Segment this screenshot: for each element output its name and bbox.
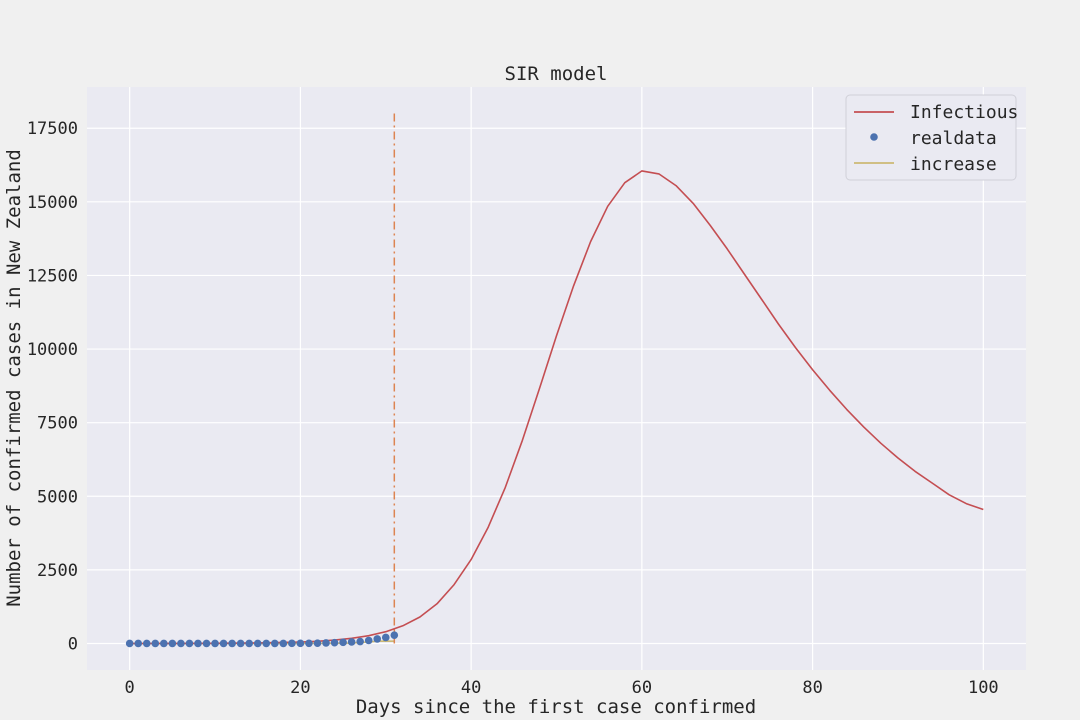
y-tick-label: 15000	[27, 193, 78, 213]
realdata-point	[322, 639, 330, 647]
realdata-point	[160, 639, 168, 648]
legend-swatch-realdata	[870, 133, 878, 141]
tick-label-layer: 0 20 40 60 80 100 0 2500 5000 7500 10000 12500 15000…	[27, 119, 999, 698]
realdata-point	[228, 639, 236, 648]
realdata-point	[305, 639, 313, 648]
y-axis-label: Number of confirmed cases in New Zealand	[3, 149, 25, 607]
realdata-point	[236, 639, 245, 648]
x-tick-label: 80	[802, 678, 822, 698]
realdata-point	[279, 639, 288, 648]
x-axis-label: Days since the first case confirmed	[356, 696, 756, 718]
chart-title: SIR model	[505, 63, 608, 85]
realdata-point	[151, 639, 160, 648]
plot-area	[87, 87, 1026, 670]
y-tick-label: 12500	[27, 266, 78, 286]
y-tick-label: 17500	[27, 119, 78, 139]
y-tick-label: 5000	[37, 487, 78, 507]
x-tick-label: 20	[290, 678, 310, 698]
realdata-point	[288, 639, 296, 648]
x-tick-label: 60	[632, 678, 652, 698]
realdata-point	[339, 638, 347, 647]
y-tick-label: 0	[68, 635, 78, 655]
realdata-point	[313, 639, 322, 647]
realdata-point	[356, 637, 364, 646]
realdata-point	[219, 639, 228, 648]
realdata-point	[373, 635, 382, 643]
realdata-point	[245, 639, 253, 648]
realdata-point	[381, 633, 390, 642]
y-tick-label: 10000	[27, 340, 78, 360]
realdata-point	[262, 639, 271, 648]
realdata-point	[347, 638, 356, 646]
legend-label-increase: increase	[910, 154, 997, 175]
data-layer	[125, 113, 984, 648]
realdata-point	[142, 639, 151, 648]
realdata-point	[202, 639, 211, 648]
legend: Infectious realdata increase	[845, 94, 1018, 181]
x-tick-label: 0	[125, 678, 135, 698]
realdata-point	[125, 639, 134, 648]
realdata-point	[194, 639, 202, 648]
x-tick-label: 40	[461, 678, 481, 698]
realdata-point	[185, 639, 194, 648]
grid-layer	[87, 87, 1026, 670]
y-tick-label: 2500	[37, 561, 78, 581]
realdata-point	[134, 639, 143, 648]
legend-label-infectious: Infectious	[910, 102, 1018, 123]
realdata-point	[253, 639, 262, 648]
legend-box	[845, 94, 1017, 181]
realdata-point	[330, 638, 339, 647]
realdata-point	[271, 639, 279, 648]
legend-label-realdata: realdata	[910, 128, 997, 149]
realdata-point	[177, 639, 185, 648]
realdata-point	[168, 639, 177, 648]
x-tick-label: 100	[968, 678, 999, 698]
realdata-point	[390, 631, 399, 639]
series-infectious-line	[129, 170, 984, 645]
y-tick-label: 7500	[37, 414, 78, 434]
realdata-point	[296, 639, 305, 648]
realdata-point	[211, 639, 219, 648]
realdata-point	[364, 636, 373, 645]
